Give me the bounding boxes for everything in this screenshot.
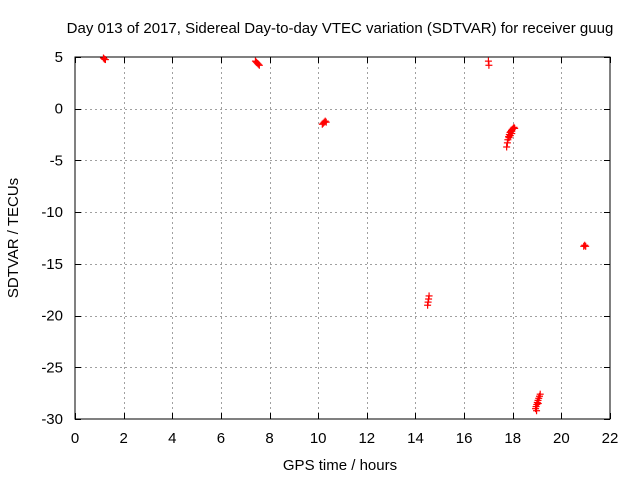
y-axis-title: SDTVAR / TECUs [5, 178, 22, 298]
data-point [581, 241, 589, 249]
data-point [425, 292, 433, 300]
data-point [255, 61, 263, 69]
y-tick-label: 0 [55, 101, 63, 118]
data-point [321, 117, 329, 125]
x-tick-label: 10 [310, 430, 327, 447]
x-tick-label: 12 [358, 430, 375, 447]
data-point [101, 56, 109, 64]
data-point [503, 143, 511, 151]
x-tick-labels: 0 2 4 6 8 10 12 14 16 18 20 22 [71, 430, 619, 447]
data-point [254, 60, 262, 68]
x-tick-label: 0 [71, 430, 79, 447]
x-axis-title: GPS time / hours [283, 457, 397, 474]
x-tick-label: 22 [602, 430, 619, 447]
x-tick-label: 20 [553, 430, 570, 447]
y-tick-label: -5 [50, 152, 63, 169]
data-point [510, 123, 518, 131]
data-points [99, 54, 590, 415]
data-point [582, 242, 590, 250]
y-tick-label: -10 [41, 204, 63, 221]
data-point [485, 61, 493, 69]
data-point [511, 124, 519, 132]
x-tick-label: 6 [217, 430, 225, 447]
grid [75, 57, 610, 419]
y-tick-label: -25 [41, 359, 63, 376]
x-tick-label: 14 [407, 430, 424, 447]
data-point [536, 390, 544, 398]
x-tick-label: 16 [456, 430, 473, 447]
y-tick-label: 5 [55, 49, 63, 66]
data-point [533, 407, 541, 415]
y-tick-labels: 5 0 -5 -10 -15 -20 -25 -30 [41, 49, 63, 428]
plot-frame [74, 56, 611, 420]
data-point [534, 399, 542, 407]
chart-title: Day 013 of 2017, Sidereal Day-to-day VTE… [67, 20, 614, 37]
x-tick-label: 4 [168, 430, 176, 447]
x-tick-label: 2 [119, 430, 127, 447]
data-point [322, 118, 330, 126]
x-tick-label: 18 [504, 430, 521, 447]
y-tick-label: -20 [41, 308, 63, 325]
data-point [508, 130, 516, 138]
y-tick-label: -15 [41, 256, 63, 273]
axis-ticks [75, 57, 611, 420]
x-tick-label: 8 [265, 430, 273, 447]
y-tick-label: -30 [41, 411, 63, 428]
